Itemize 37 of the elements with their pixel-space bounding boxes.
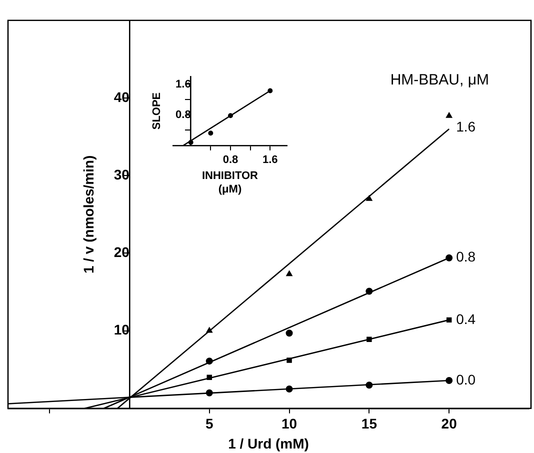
y-tick-label: 20 <box>114 244 130 260</box>
y-tick-label: 40 <box>114 88 130 105</box>
series-label: 1.6 <box>456 118 476 135</box>
point <box>366 195 372 201</box>
y-tick-label: 30 <box>114 166 130 182</box>
series-label: 0.8 <box>456 248 476 265</box>
x-tick-label: 15 <box>361 416 378 432</box>
point <box>366 336 372 342</box>
point <box>446 376 453 384</box>
point <box>366 288 373 295</box>
x-axis-title: 1 / Urd (mM) <box>228 435 309 452</box>
point <box>286 358 292 363</box>
point <box>206 374 212 380</box>
point <box>366 382 373 389</box>
point <box>208 130 214 136</box>
point <box>446 112 452 118</box>
point <box>206 389 213 396</box>
point <box>286 330 293 337</box>
legend-title: HM-BBAU, μM <box>390 72 489 89</box>
x-axis-title: INHIBITOR (μM) <box>202 170 258 196</box>
y-axis-title: 1 / v (nmoles/min) <box>80 155 96 274</box>
x-tick-label: 5 <box>205 416 214 432</box>
point <box>228 113 233 118</box>
point <box>446 254 453 262</box>
point <box>188 140 194 145</box>
point <box>206 327 212 333</box>
point <box>206 358 213 365</box>
point <box>446 317 452 323</box>
series-label: 0.4 <box>456 310 476 327</box>
point <box>268 88 273 94</box>
point <box>286 270 292 276</box>
x-tick-label: 20 <box>441 416 458 432</box>
y-tick-label: 10 <box>114 322 130 338</box>
series-label: 0.0 <box>456 371 476 388</box>
x-tick-label: 10 <box>281 416 298 432</box>
point <box>286 386 293 392</box>
y-axis-title: SLOPE <box>150 92 163 130</box>
